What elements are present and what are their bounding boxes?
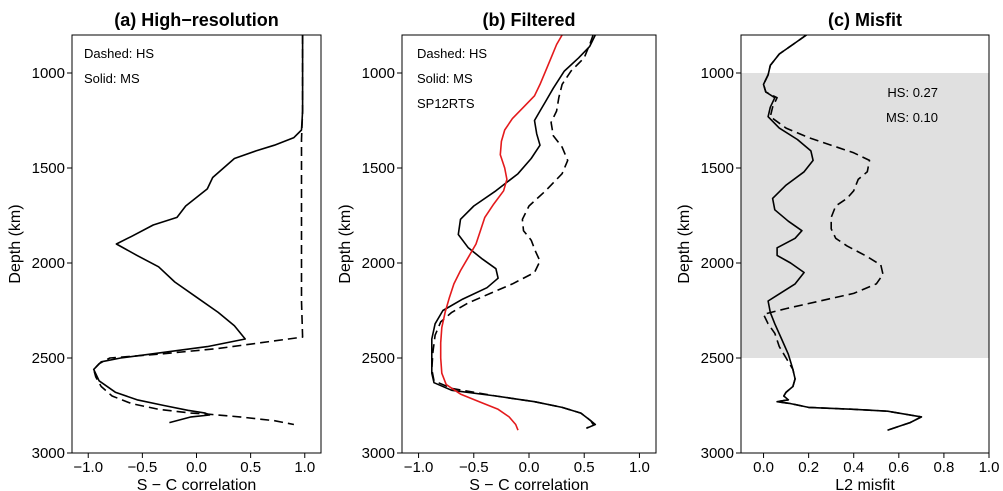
y-tick-label: 2000 — [362, 255, 395, 272]
y-tick-label: 2500 — [701, 350, 734, 367]
panel-3: 0.0 0.2 0.4 0.6 0.8 1.0 1000 1500 2000 2500 3000 (c… — [676, 10, 999, 491]
x-tick-label: −0.5 — [459, 459, 489, 476]
y-axis-label: Depth (km) — [7, 204, 24, 283]
panel-title: (a) High−resolution — [114, 10, 279, 30]
x-tick-label: 0.5 — [240, 459, 261, 476]
x-axis-label: S − C correlation — [137, 477, 257, 491]
y-tick-label: 2000 — [701, 255, 734, 272]
x-tick-label: 1.0 — [294, 459, 315, 476]
annotation-text: Dashed: HS — [84, 46, 154, 61]
x-tick-label: −0.5 — [128, 459, 158, 476]
annotation-text: SP12RTS — [417, 96, 475, 111]
plot-frame — [740, 34, 990, 454]
x-tick-label: −1.0 — [73, 459, 103, 476]
annotation-text: Solid: MS — [417, 71, 473, 86]
annotation-text: Dashed: HS — [417, 46, 487, 61]
series-line-hs — [431, 35, 594, 429]
x-tick-label: 1.0 — [629, 459, 650, 476]
y-axis-label: Depth (km) — [337, 204, 354, 283]
plot-frame — [71, 34, 322, 454]
x-tick-label: 0.5 — [574, 459, 595, 476]
series-line-sp12rts — [439, 35, 563, 431]
x-tick-label: 1.0 — [979, 459, 1000, 476]
annotation-text: MS: 0.10 — [886, 110, 938, 125]
y-tick-label: 2500 — [362, 350, 395, 367]
series-line-ms — [762, 35, 923, 431]
y-tick-label: 1000 — [32, 65, 65, 82]
annotation-text: Solid: MS — [84, 71, 140, 86]
x-tick-label: 0.2 — [798, 459, 819, 476]
x-axis-label: L2 misfit — [835, 477, 895, 491]
x-tick-label: −1.0 — [404, 459, 434, 476]
panel-title: (b) Filtered — [483, 10, 576, 30]
panel-title: (c) Misfit — [828, 10, 902, 30]
y-tick-label: 2000 — [32, 255, 65, 272]
y-tick-label: 1500 — [701, 160, 734, 177]
y-tick-label: 1000 — [362, 65, 395, 82]
x-tick-label: 0.0 — [753, 459, 774, 476]
panel-1: −1.0 −0.5 0.0 0.5 1.0 1000 1500 2000 2500 3000 (a)… — [7, 10, 322, 491]
series-line-hs — [92, 35, 304, 426]
annotation-text: HS: 0.27 — [887, 85, 938, 100]
y-tick-label: 1500 — [362, 160, 395, 177]
series-line-ms — [92, 35, 304, 424]
y-tick-label: 3000 — [362, 445, 395, 462]
x-tick-label: 0.0 — [519, 459, 540, 476]
series-line-ms — [431, 35, 597, 430]
y-tick-label: 1500 — [32, 160, 65, 177]
y-tick-label: 3000 — [32, 445, 65, 462]
y-tick-label: 2500 — [32, 350, 65, 367]
y-tick-label: 3000 — [701, 445, 734, 462]
shaded-band — [741, 73, 989, 358]
panel-2: −1.0 −0.5 0.0 0.5 1.0 1000 1500 2000 2500 3000 (b)… — [337, 10, 657, 491]
y-axis-label: Depth (km) — [676, 204, 693, 283]
x-tick-label: 0.6 — [888, 459, 909, 476]
x-tick-label: 0.8 — [933, 459, 954, 476]
x-tick-label: 0.0 — [186, 459, 207, 476]
x-axis-label: S − C correlation — [469, 477, 589, 491]
x-tick-label: 0.4 — [843, 459, 864, 476]
y-tick-label: 1000 — [701, 65, 734, 82]
